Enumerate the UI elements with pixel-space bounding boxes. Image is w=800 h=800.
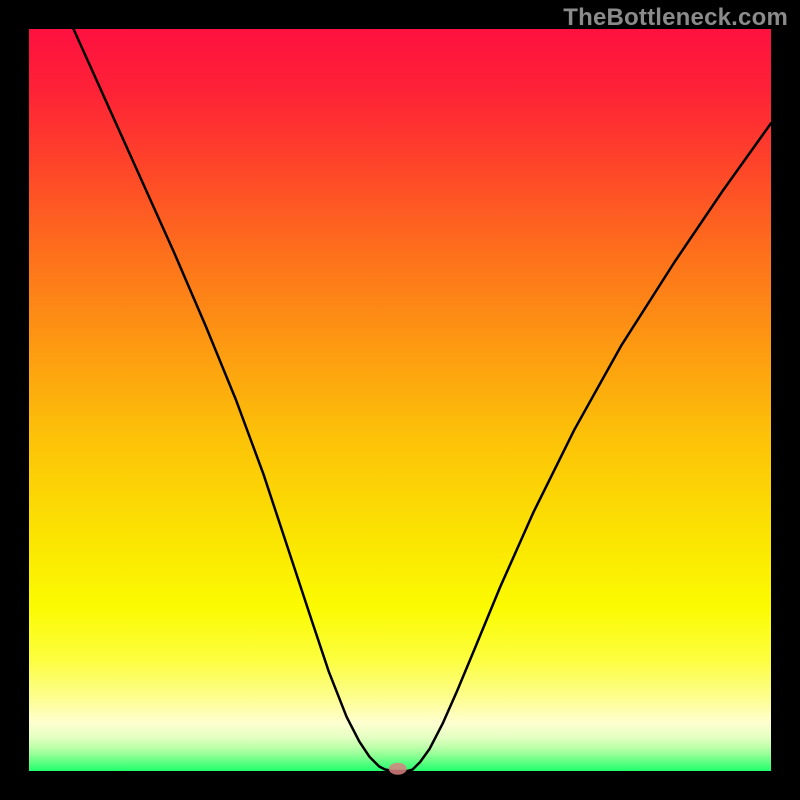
plot-background xyxy=(29,29,771,771)
optimal-point-marker xyxy=(389,763,407,775)
bottleneck-chart xyxy=(0,0,800,800)
watermark-text: TheBottleneck.com xyxy=(563,4,788,32)
